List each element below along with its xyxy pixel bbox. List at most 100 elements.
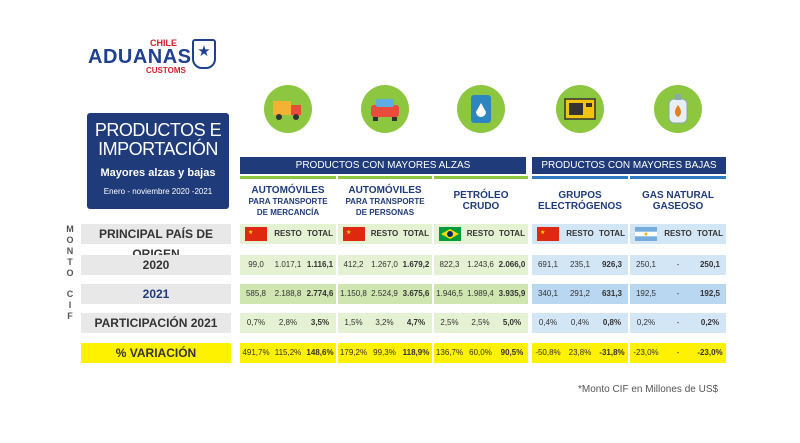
vertical-letter: F	[67, 311, 73, 321]
product-name-line3: DE MERCANCÍA	[256, 207, 320, 217]
product-name-line1: AUTOMÓVILES	[251, 184, 325, 196]
value-cell: 99,0	[248, 260, 264, 269]
value-cell: 822,3	[439, 260, 460, 269]
data-row: 0,4% 0,4% 0,8%	[532, 313, 628, 333]
value-cell: 1.017,1	[274, 260, 302, 269]
product-name-line2: PARA TRANSPORTE	[345, 196, 425, 206]
logo-aduanas: ADUANAS	[88, 46, 192, 68]
value-cell: 0,7%	[246, 318, 266, 327]
value-cell: 0,4%	[570, 318, 590, 327]
row-label-2021: 2021	[81, 284, 231, 304]
subcol-total: TOTAL	[307, 229, 333, 238]
data-row: 1.946,5 1.989,4 3.935,9	[434, 284, 528, 304]
value-cell: 412,2	[343, 260, 364, 269]
vertical-letter: M	[66, 224, 74, 234]
value-cell: 0,8%	[602, 318, 622, 327]
value-cell: 1.989,4	[467, 289, 494, 298]
value-cell: 1.946,5	[436, 289, 463, 298]
product-name-line3: DE PERSONAS	[355, 207, 415, 217]
value-cell: 250,1	[699, 260, 721, 269]
data-row: 0,7% 2,8% 3,5%	[240, 313, 336, 333]
product-header: PETRÓLEO CRUDO	[434, 176, 528, 223]
data-row: 179,2% 99,3% 118,9%	[338, 343, 432, 363]
value-cell: 585,8	[245, 289, 267, 298]
product-name-line1: PETRÓLEO	[453, 190, 509, 201]
car-icon	[361, 85, 409, 133]
value-cell: 60,0%	[469, 348, 492, 357]
value-cell: 3.675,6	[402, 289, 430, 298]
vertical-letter: I	[68, 300, 72, 310]
aduanas-logo: CHILE ADUANAS CUSTOMS ★	[88, 38, 228, 78]
value-cell: 250,1	[635, 260, 657, 269]
data-row: 691,1 235,1 926,3	[532, 255, 628, 275]
data-row: 1,5% 3,2% 4,7%	[338, 313, 432, 333]
value-cell: 0,2%	[700, 318, 720, 327]
product-name-line2: PARA TRANSPORTE	[248, 196, 328, 206]
value-cell: -	[676, 260, 680, 269]
value-cell: 23,8%	[568, 348, 592, 357]
value-cell: 192,5	[699, 289, 721, 298]
value-cell: 1.243,6	[467, 260, 494, 269]
value-cell: 192,5	[635, 289, 657, 298]
vertical-letter: O	[66, 235, 74, 245]
row-label-variacion: % VARIACIÓN	[81, 343, 231, 363]
subcol-resto: RESTO	[370, 229, 399, 238]
value-cell: 3.935,9	[498, 289, 526, 298]
value-cell: 5,0%	[502, 318, 522, 327]
product-name-line2: GASEOSO	[652, 201, 704, 212]
value-cell: 926,3	[601, 260, 623, 269]
value-cell: 691,1	[537, 260, 559, 269]
value-cell: -50,8%	[535, 348, 561, 357]
subcol-resto: RESTO	[566, 229, 594, 238]
vertical-letter: N	[66, 246, 74, 256]
value-cell: 2,5%	[471, 318, 490, 327]
flag-china-icon: ★	[245, 227, 267, 241]
footnote: *Monto CIF en Millones de US$	[578, 384, 719, 395]
product-header: AUTOMÓVILES PARA TRANSPORTE DE PERSONAS	[338, 176, 432, 223]
value-cell: 1.267,0	[371, 260, 398, 269]
value-cell: 2.188,8	[274, 289, 302, 298]
product-name-line1: GRUPOS	[558, 190, 602, 201]
value-cell: 1,5%	[344, 318, 363, 327]
data-row: 136,7% 60,0% 90,5%	[434, 343, 528, 363]
value-cell: 118,9%	[402, 348, 430, 357]
value-cell: 2.774,6	[306, 289, 334, 298]
product-header: AUTOMÓVILES PARA TRANSPORTE DE MERCANCÍA	[240, 176, 336, 223]
value-cell: -	[676, 348, 680, 357]
value-cell: 1.116,1	[306, 260, 334, 269]
gas-tank-icon	[654, 85, 702, 133]
header-alzas: PRODUCTOS CON MAYORES ALZAS	[240, 157, 526, 174]
row-label-participacion: PARTICIPACIÓN 2021	[81, 313, 231, 333]
row-label-pais: PRINCIPAL PAÍS DE ORIGEN	[81, 224, 231, 261]
value-cell: 3,5%	[310, 318, 330, 327]
value-cell: 291,2	[569, 289, 591, 298]
value-cell: 1.679,2	[402, 260, 430, 269]
value-cell: 90,5%	[500, 348, 524, 357]
subcol-resto: RESTO	[466, 229, 495, 238]
data-row: 340,1 291,2 631,3	[532, 284, 628, 304]
logo-chile: CHILE	[150, 38, 177, 48]
subcol-resto: RESTO	[274, 229, 302, 238]
country-row: ★ RESTO TOTAL	[240, 224, 336, 244]
vertical-letter: C	[66, 289, 74, 299]
value-cell: 0,2%	[636, 318, 656, 327]
header-bajas: PRODUCTOS CON MAYORES BAJAS	[532, 157, 726, 174]
value-cell: -23,0%	[697, 348, 723, 357]
value-cell: 631,3	[601, 289, 623, 298]
title-box: PRODUCTOS E IMPORTACIÓN Mayores alzas y …	[87, 113, 229, 209]
value-cell: 235,1	[569, 260, 591, 269]
value-cell: 115,2%	[274, 348, 302, 357]
value-cell: 2,8%	[278, 318, 298, 327]
value-cell: 3,2%	[375, 318, 394, 327]
title-line1: PRODUCTOS E	[94, 120, 222, 140]
value-cell: -	[676, 318, 680, 327]
product-header: GAS NATURAL GASEOSO	[630, 176, 726, 223]
data-row: -23,0% - -23,0%	[630, 343, 726, 363]
title-line2: IMPORTACIÓN	[98, 139, 218, 159]
vertical-letter: O	[66, 268, 74, 278]
data-row: 2,5% 2,5% 5,0%	[434, 313, 528, 333]
value-cell: 340,1	[537, 289, 559, 298]
flag-china-icon: ★	[343, 227, 365, 241]
data-row: 822,3 1.243,6 2.066,0	[434, 255, 528, 275]
data-row: -50,8% 23,8% -31,8%	[532, 343, 628, 363]
